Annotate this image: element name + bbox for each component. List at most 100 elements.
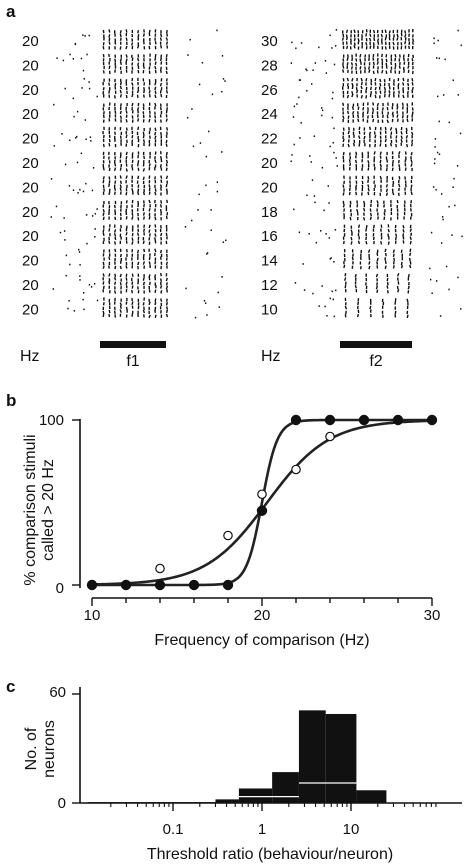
chart-b-points bbox=[86, 414, 438, 591]
chart-b-ytick-0: 0 bbox=[56, 580, 64, 597]
f1-stimulus-bar bbox=[100, 341, 166, 348]
chart-b-ytick-100: 100 bbox=[39, 412, 64, 429]
chart-b-curves bbox=[91, 418, 433, 587]
chart-c-ytick-0: 0 bbox=[58, 795, 66, 812]
trial-frequency-label: 22 bbox=[261, 131, 278, 148]
histogram-bar bbox=[272, 772, 299, 803]
filled-data-point bbox=[188, 579, 200, 591]
trial-frequency-label: 30 bbox=[261, 33, 278, 50]
histogram-bar bbox=[325, 713, 357, 803]
raster-left bbox=[50, 29, 227, 319]
right-unit-label: Hz bbox=[261, 348, 281, 365]
raster-row bbox=[50, 199, 212, 222]
chart-c-ticks bbox=[72, 693, 437, 811]
chart-c-xlabel: Threshold ratio (behaviour/neuron) bbox=[147, 846, 393, 863]
trial-frequency-label: 20 bbox=[22, 131, 39, 148]
open-data-point bbox=[155, 563, 165, 574]
open-data-point bbox=[223, 530, 233, 541]
raster-row bbox=[50, 175, 219, 196]
filled-data-point bbox=[222, 579, 234, 591]
raster-row bbox=[292, 102, 450, 124]
chart-b-xtick-10: 10 bbox=[84, 607, 101, 624]
chart-b-xlabel: Frequency of comparison (Hz) bbox=[154, 632, 369, 649]
raster-row bbox=[306, 175, 455, 197]
trial-frequency-label: 20 bbox=[22, 155, 39, 172]
open-data-point bbox=[325, 431, 335, 442]
chart-b-xtick-20: 20 bbox=[254, 607, 271, 624]
panel-c-label: c bbox=[6, 677, 15, 696]
trial-frequency-label: 20 bbox=[261, 179, 278, 196]
raster-row bbox=[290, 53, 446, 75]
trial-frequency-label: 12 bbox=[261, 277, 278, 294]
left-row-labels: 20 20 20 20 20 20 20 20 20 20 20 20 bbox=[22, 33, 39, 318]
trial-frequency-label: 10 bbox=[261, 301, 278, 318]
raster-row bbox=[298, 77, 459, 100]
trial-frequency-label: 26 bbox=[261, 82, 278, 99]
chart-c-ylabel-line1: No. of bbox=[23, 727, 40, 770]
histogram-bar bbox=[298, 710, 326, 803]
filled-data-point bbox=[426, 414, 438, 426]
chart-c-xtick-0-1: 0.1 bbox=[163, 821, 184, 838]
trial-frequency-label: 20 bbox=[22, 57, 39, 74]
raster-row bbox=[294, 272, 459, 295]
chart-b-ticks bbox=[72, 419, 433, 606]
psychometric-curve bbox=[92, 418, 432, 587]
trial-frequency-label: 14 bbox=[261, 253, 278, 270]
trial-frequency-label: 18 bbox=[261, 204, 278, 221]
raster-right bbox=[290, 29, 463, 319]
raster-row bbox=[318, 297, 462, 319]
raster-row bbox=[56, 53, 224, 75]
chart-b-xtick-30: 30 bbox=[424, 607, 441, 624]
chart-c: 60 0 0.1 1 10 Threshold ratio (behaviour… bbox=[23, 684, 462, 863]
f2-stimulus-bar bbox=[340, 341, 412, 348]
chart-c-bars bbox=[87, 710, 387, 803]
raster-row bbox=[302, 248, 448, 270]
chart-c-xtick-1: 1 bbox=[258, 821, 266, 838]
trial-frequency-label: 20 bbox=[22, 179, 39, 196]
trial-frequency-label: 20 bbox=[22, 253, 39, 270]
raster-row bbox=[298, 224, 463, 245]
trial-frequency-label: 20 bbox=[22, 33, 39, 50]
histogram-bar bbox=[87, 802, 216, 803]
open-data-point bbox=[291, 464, 301, 475]
histogram-bar bbox=[215, 799, 239, 803]
chart-b-ylabel-line2: called > 20 Hz bbox=[40, 459, 57, 561]
filled-data-point bbox=[154, 579, 166, 591]
chart-c-ylabel-line2: neurons bbox=[41, 720, 58, 778]
raster-row bbox=[65, 248, 209, 270]
raster-row bbox=[53, 102, 193, 123]
trial-frequency-label: 24 bbox=[261, 106, 278, 123]
trial-frequency-label: 20 bbox=[22, 106, 39, 123]
trial-frequency-label: 16 bbox=[261, 228, 278, 245]
panel-b-label: b bbox=[6, 391, 16, 410]
trial-frequency-label: 20 bbox=[22, 204, 39, 221]
chart-c-ytick-60: 60 bbox=[49, 684, 66, 701]
histogram-bar bbox=[238, 788, 273, 803]
chart-c-xtick-10: 10 bbox=[343, 821, 360, 838]
raster-row bbox=[59, 224, 227, 245]
chart-b-ylabel-line1: % comparison stimuli bbox=[22, 434, 39, 585]
raster-row bbox=[293, 126, 462, 148]
trial-frequency-label: 20 bbox=[261, 155, 278, 172]
raster-row bbox=[293, 199, 456, 221]
raster-row bbox=[67, 297, 220, 319]
chart-b: 100 0 10 20 30 Frequency of comparison (… bbox=[22, 412, 440, 649]
filled-data-point bbox=[256, 505, 268, 516]
raster-row bbox=[53, 126, 210, 148]
histogram-bar bbox=[356, 790, 387, 803]
filled-data-point bbox=[324, 414, 336, 426]
trial-frequency-label: 20 bbox=[22, 82, 39, 99]
left-unit-label: Hz bbox=[20, 348, 40, 365]
right-row-labels: 30 28 26 24 22 20 20 18 16 14 12 10 bbox=[261, 33, 278, 318]
filled-data-point bbox=[358, 414, 370, 426]
trial-frequency-label: 20 bbox=[22, 277, 39, 294]
raster-row bbox=[74, 29, 218, 50]
trial-frequency-label: 20 bbox=[22, 228, 39, 245]
raster-row bbox=[291, 29, 462, 50]
raster-row bbox=[290, 151, 459, 172]
filled-data-point bbox=[120, 579, 132, 591]
raster-row bbox=[64, 77, 226, 100]
f2-label: f2 bbox=[369, 353, 382, 370]
filled-data-point bbox=[290, 414, 302, 426]
